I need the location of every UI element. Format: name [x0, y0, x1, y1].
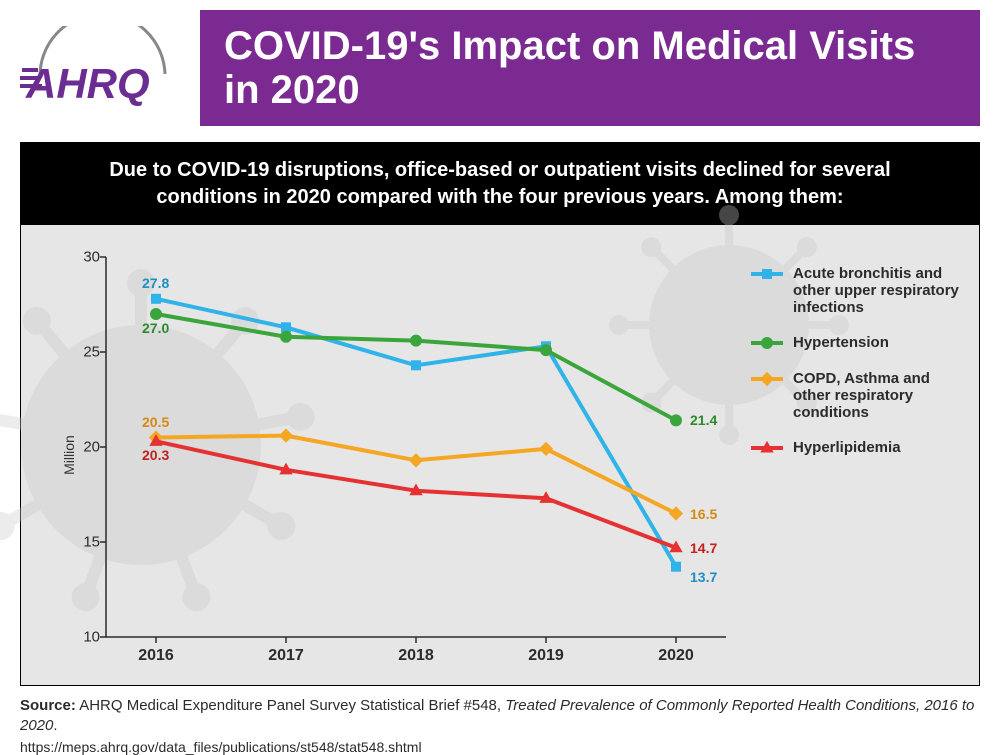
data-label: 20.5 — [142, 414, 169, 430]
y-tick: 15 — [66, 534, 100, 551]
legend-label: Hypertension — [793, 334, 889, 351]
x-tick: 2016 — [138, 647, 174, 665]
legend-marker-icon — [751, 334, 783, 352]
x-tick: 2019 — [528, 647, 564, 665]
x-tick: 2020 — [658, 647, 694, 665]
legend-label: COPD, Asthma and other respiratory condi… — [793, 370, 961, 421]
source-line: Source: AHRQ Medical Expenditure Panel S… — [0, 686, 1000, 737]
legend-item: Hypertension — [751, 334, 961, 352]
chart-panel: Due to COVID-19 disruptions, office-base… — [20, 142, 980, 686]
legend-label: Acute bronchitis and other upper respira… — [793, 265, 961, 316]
data-label: 27.0 — [142, 320, 169, 336]
legend-item: COPD, Asthma and other respiratory condi… — [751, 370, 961, 421]
title-banner: COVID-19's Impact on Medical Visits in 2… — [200, 10, 980, 126]
source-period: . — [53, 717, 57, 734]
source-label: Source: — [20, 697, 76, 714]
y-tick: 25 — [66, 344, 100, 361]
data-label: 13.7 — [690, 569, 717, 585]
legend-item: Hyperlipidemia — [751, 439, 961, 457]
source-text: AHRQ Medical Expenditure Panel Survey St… — [76, 697, 505, 714]
data-label: 16.5 — [690, 506, 717, 522]
y-tick: 30 — [66, 249, 100, 266]
data-label: 14.7 — [690, 540, 717, 556]
page-title: COVID-19's Impact on Medical Visits in 2… — [224, 24, 956, 112]
data-label: 27.8 — [142, 275, 169, 291]
legend-item: Acute bronchitis and other upper respira… — [751, 265, 961, 316]
plot-wrap: Million 10152025302016201720182019202027… — [21, 225, 979, 685]
plot-area: 10152025302016201720182019202027.827.020… — [106, 257, 726, 637]
legend-label: Hyperlipidemia — [793, 439, 901, 456]
ahrq-logo: AHRQ — [20, 26, 180, 111]
legend-marker-icon — [751, 439, 783, 457]
source-url: https://meps.ahrq.gov/data_files/publica… — [0, 737, 1000, 755]
y-tick: 20 — [66, 439, 100, 456]
legend-marker-icon — [751, 265, 783, 283]
legend: Acute bronchitis and other upper respira… — [751, 265, 961, 475]
data-label: 21.4 — [690, 412, 717, 428]
data-label: 20.3 — [142, 447, 169, 463]
x-tick: 2018 — [398, 647, 434, 665]
y-tick: 10 — [66, 629, 100, 646]
logo-text: AHRQ — [25, 60, 150, 106]
x-tick: 2017 — [268, 647, 304, 665]
header: AHRQ COVID-19's Impact on Medical Visits… — [0, 0, 1000, 126]
legend-marker-icon — [751, 370, 783, 388]
